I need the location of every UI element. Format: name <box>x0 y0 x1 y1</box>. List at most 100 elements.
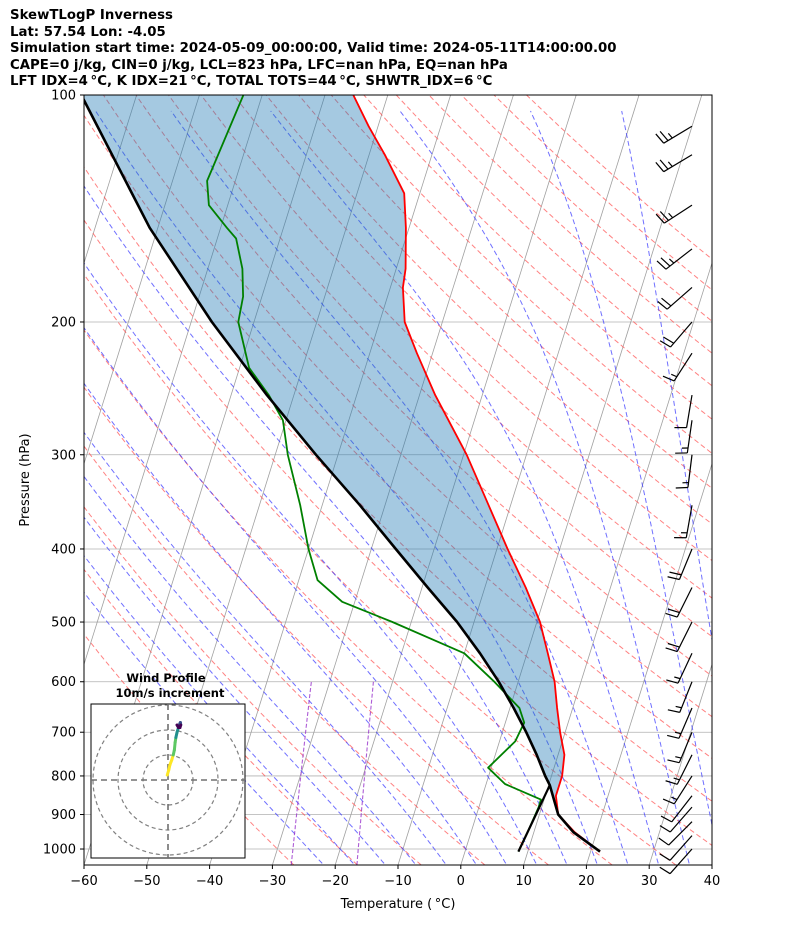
wind-barb <box>655 125 693 144</box>
barb-flag <box>659 825 671 833</box>
barb-staff <box>687 454 693 488</box>
wind-barb <box>656 248 693 270</box>
moist-adiabat-line <box>399 110 690 864</box>
moist-adiabat-line <box>84 382 476 864</box>
indices-line-2: LFT IDX=4 °C, K IDX=21 °C, TOTAL TOTS=44… <box>10 74 493 89</box>
x-tick-label: −40 <box>196 874 223 889</box>
wind-barb <box>659 848 693 875</box>
parcel-line <box>84 97 601 853</box>
barb-flag <box>660 815 673 823</box>
times-text: Simulation start time: 2024-05-09_00:00:… <box>10 41 617 56</box>
barb-staff <box>669 806 693 833</box>
wind-barb <box>674 394 693 429</box>
dry-adiabat-line <box>298 95 712 489</box>
barb-half-flag <box>674 676 681 680</box>
dry-adiabat-line <box>168 95 712 638</box>
barb-staff <box>666 287 693 310</box>
barb-half-flag <box>668 212 674 219</box>
barb-half-flag <box>668 258 675 264</box>
barb-staff <box>673 352 693 382</box>
mixing-ratio-line <box>356 681 374 865</box>
wind-barb <box>657 287 693 310</box>
dry-adiabat-line <box>84 445 486 865</box>
barb-flag <box>665 780 678 785</box>
isotherm-line <box>0 95 11 865</box>
x-axis-title: Temperature ( °C) <box>340 897 456 912</box>
y-tick-label: 100 <box>51 89 76 104</box>
moist-adiabat-line <box>170 110 628 864</box>
hodograph-trace-segment <box>175 723 180 729</box>
x-tick-label: −60 <box>70 874 97 889</box>
barb-flag <box>655 213 665 224</box>
barb-staff <box>663 125 693 144</box>
isotherm-line <box>523 261 712 865</box>
barb-half-flag <box>675 756 682 759</box>
barb-flag <box>667 709 680 713</box>
profile-lines <box>84 95 601 853</box>
dry-adiabat-line <box>102 95 712 718</box>
barb-staff <box>670 321 693 348</box>
barb-staff <box>669 848 693 875</box>
barb-flag <box>661 297 672 307</box>
wind-barb <box>658 821 693 846</box>
barb-flag <box>659 211 669 221</box>
x-tick-label: −20 <box>321 874 348 889</box>
barb-staff <box>676 754 693 785</box>
wind-barb <box>667 731 693 764</box>
dry-adiabat-line <box>84 506 422 865</box>
dry-adiabat-line <box>84 219 712 847</box>
wind-barb <box>655 204 693 224</box>
inset-content <box>91 704 245 858</box>
wind-barb <box>659 806 693 833</box>
barb-flag <box>667 576 680 581</box>
barb-flag <box>662 798 675 805</box>
barb-flag <box>655 162 665 173</box>
moist-adiabat-line <box>270 110 659 864</box>
wind-barb <box>674 505 693 539</box>
barb-staff <box>673 775 693 805</box>
wind-barb <box>665 587 693 618</box>
barb-flag <box>667 642 680 648</box>
barb-staff <box>678 548 693 580</box>
barb-staff <box>663 154 693 173</box>
moist-adiabat-line <box>84 262 537 864</box>
dewpoint-line <box>206 95 542 852</box>
barb-half-flag <box>674 731 682 735</box>
isotherm-line <box>397 95 640 865</box>
barb-flag <box>669 571 682 576</box>
barb-flag <box>659 159 669 170</box>
barb-staff <box>669 835 693 861</box>
axes: −60 −50 −40 −30 −20 −10 0 10 20 30 40 100 200 300 400 5… <box>43 89 720 890</box>
barb-flag <box>665 647 678 653</box>
barb-flag <box>659 853 671 861</box>
wind-barb <box>667 681 693 713</box>
barb-half-flag <box>671 373 678 378</box>
dry-adiabat-line <box>363 95 712 420</box>
barb-staff <box>676 587 693 618</box>
wind-barbs <box>655 125 693 875</box>
barb-staff <box>664 204 693 224</box>
y-tick-label: 1000 <box>43 843 76 858</box>
wind-barb <box>662 775 693 805</box>
barb-flag <box>659 340 671 348</box>
isotherm-line <box>272 95 514 865</box>
inset-subtitle: 10m/s increment <box>116 686 225 700</box>
barb-flag <box>666 679 679 684</box>
y-axis-title: Pressure (hPa) <box>18 433 33 526</box>
barb-flag <box>667 608 680 614</box>
barb-flag <box>655 133 665 144</box>
x-tick-label: 20 <box>578 874 595 889</box>
barb-flag <box>659 866 671 875</box>
barb-staff <box>685 394 693 428</box>
barb-flag <box>657 301 668 310</box>
barb-staff <box>678 707 693 739</box>
barb-flag <box>667 734 680 739</box>
moist-adiabat-line <box>84 591 323 864</box>
y-tick-label: 600 <box>51 675 76 690</box>
hodograph-inset: Wind Profile 10m/s increment <box>90 671 246 859</box>
barb-staff <box>676 621 693 652</box>
y-tick-label: 500 <box>51 616 76 631</box>
y-tick-label: 700 <box>51 726 76 741</box>
barb-staff <box>679 681 693 713</box>
x-tick-label: −50 <box>133 874 160 889</box>
